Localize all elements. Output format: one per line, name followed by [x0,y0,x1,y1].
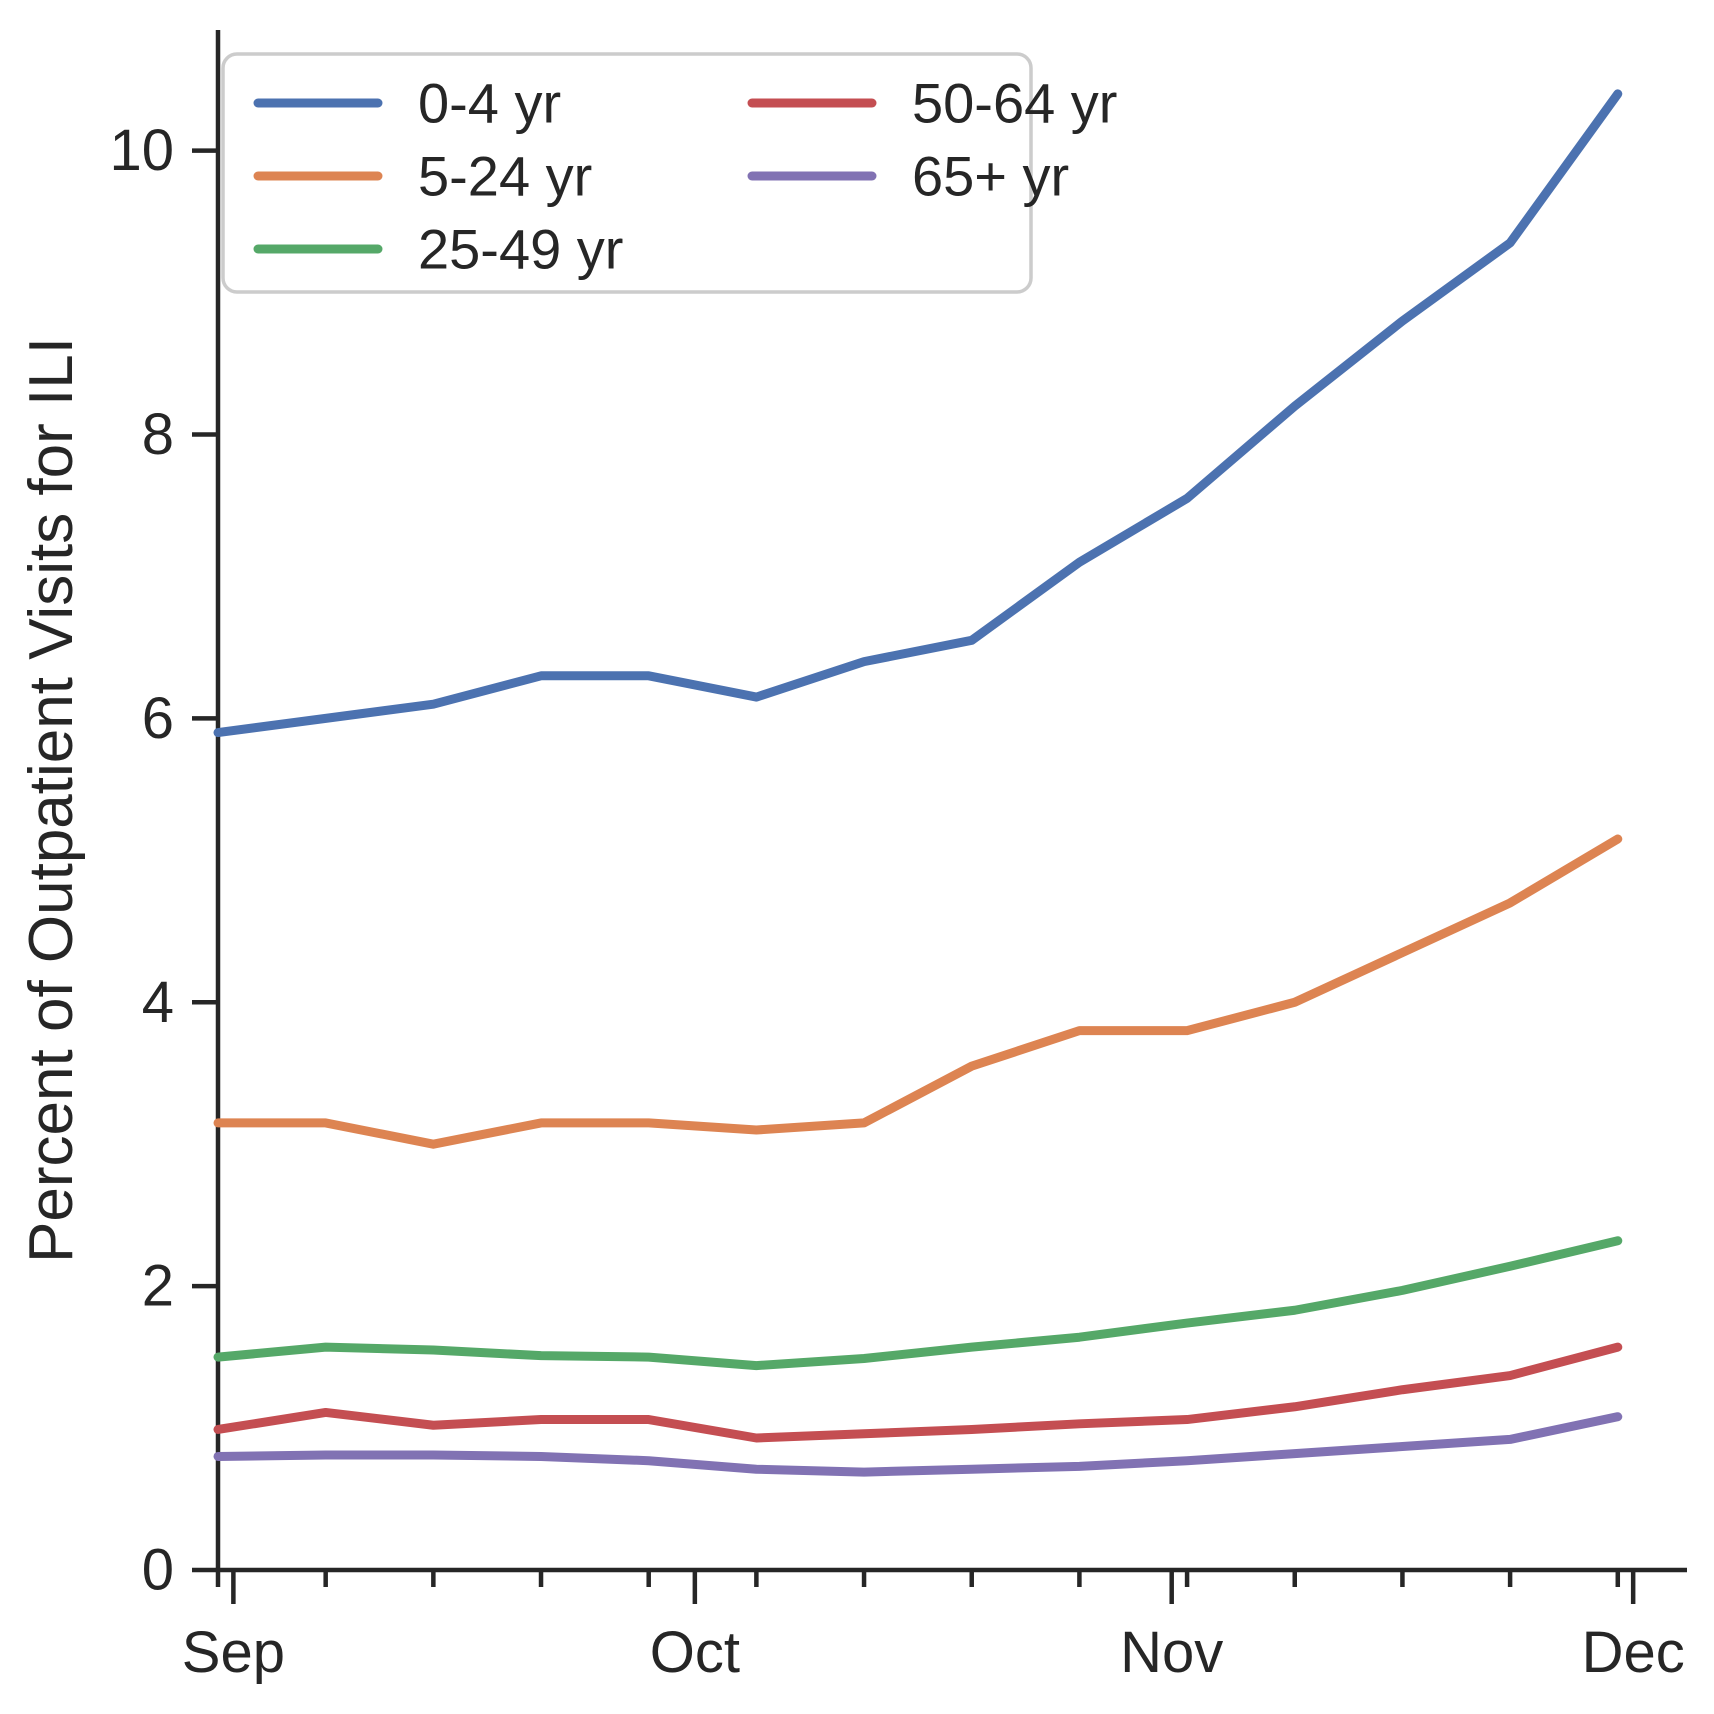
x-axis-minor-ticks [215,1570,1621,1587]
x-month-label-Oct: Oct [650,1620,740,1685]
y-tick-label-8: 8 [142,402,174,467]
y-tick-label-0: 0 [142,1538,174,1603]
legend-label-5-24-yr: 5-24 yr [418,145,592,208]
series-line-65-yr [213,1412,1623,1477]
data-series-lines [213,89,1623,1477]
y-tick-label-6: 6 [142,686,174,751]
x-month-label-Dec: Dec [1582,1620,1685,1685]
series-line-0-4-yr [213,89,1623,738]
legend-label-50-64-yr: 50-64 yr [912,72,1117,135]
legend: 0-4 yr 5-24 yr 25-49 yr 50-64 yr 65+ yr [221,52,1117,294]
x-month-label-Nov: Nov [1120,1620,1223,1685]
legend-label-65-yr: 65+ yr [912,145,1069,208]
y-tick-label-4: 4 [142,970,174,1035]
y-tick-label-10: 10 [109,118,174,183]
legend-label-0-4-yr: 0-4 yr [418,72,561,135]
x-month-label-Sep: Sep [182,1620,285,1685]
series-line-25-49-yr [213,1236,1623,1371]
y-tick-label-2: 2 [142,1254,174,1319]
series-line-5-24-yr [213,834,1623,1149]
x-axis-month-ticks: Sep Oct Nov Dec [182,1570,1685,1685]
legend-entries: 0-4 yr 5-24 yr 25-49 yr 50-64 yr 65+ yr [253,72,1117,281]
y-axis-ticks: 0 2 4 6 8 10 [109,118,218,1603]
axes-spines [215,30,1687,1573]
series-line-50-64-yr [213,1342,1623,1443]
legend-label-25-49-yr: 25-49 yr [418,218,623,281]
legend-frame [221,52,1033,294]
y-axis-title: Percent of Outpatient Visits for ILI [17,337,86,1263]
